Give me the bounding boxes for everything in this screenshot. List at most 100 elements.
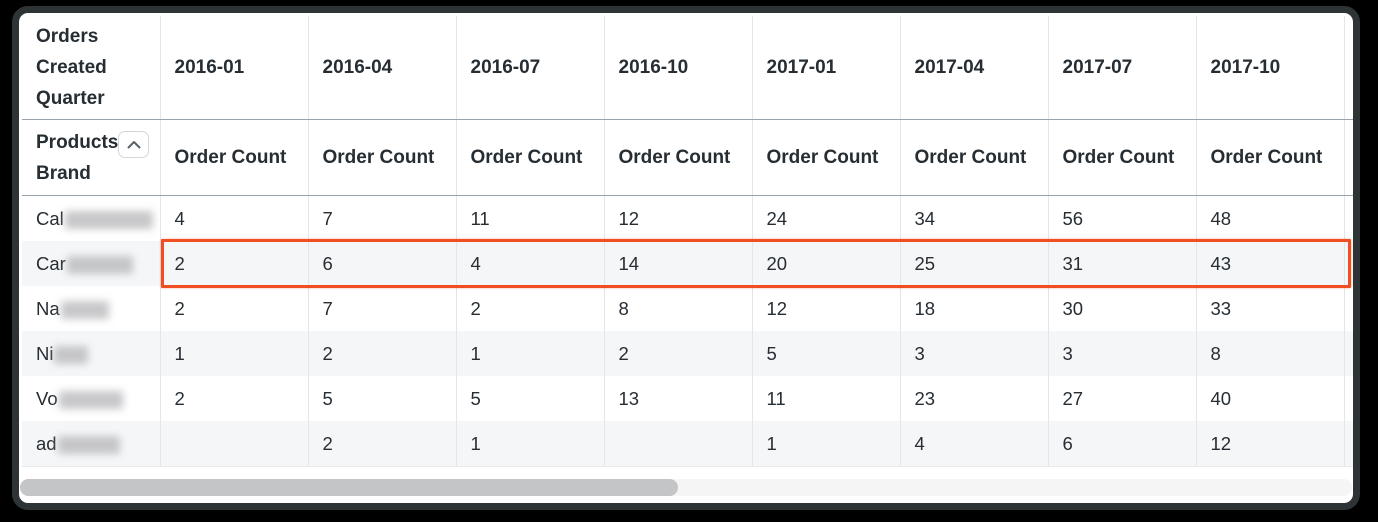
- quarter-header[interactable]: 2017-01: [752, 16, 901, 120]
- measure-header[interactable]: Order Count: [900, 119, 1049, 196]
- table-body: Cal 4 7 11 12 24 34 56 48 Car 2 6 4 14 20 25 31 43 Na 2 7 2 8 1…: [22, 195, 1353, 467]
- redacted-text: [64, 210, 153, 229]
- table-row: Na 2 7 2 8 12 18 30 33: [22, 286, 1353, 331]
- cell-order-count[interactable]: 13: [604, 376, 753, 421]
- cell-order-count[interactable]: 12: [1196, 421, 1345, 467]
- cell-order-count[interactable]: 1: [752, 421, 901, 467]
- cell-order-count[interactable]: 24: [752, 195, 901, 241]
- brand-prefix: Ni: [36, 342, 54, 364]
- cell-order-count[interactable]: 11: [456, 195, 605, 241]
- cell-order-count[interactable]: 4: [160, 195, 309, 241]
- cell-order-count[interactable]: 40: [1196, 376, 1345, 421]
- cell-order-count[interactable]: 5: [752, 331, 901, 376]
- cell-order-count[interactable]: 27: [1048, 376, 1197, 421]
- brand-prefix: Cal: [36, 207, 64, 229]
- cell-order-count[interactable]: 20: [752, 241, 901, 286]
- cell-order-count[interactable]: 2: [456, 286, 605, 331]
- cell-order-count[interactable]: 2: [160, 376, 309, 421]
- cell-order-count[interactable]: 5: [308, 376, 457, 421]
- cell-order-count[interactable]: 7: [308, 286, 457, 331]
- cell-order-count[interactable]: 14: [604, 241, 753, 286]
- quarter-header[interactable]: 2016-07: [456, 16, 605, 120]
- cell-clipped: [1344, 286, 1353, 331]
- cell-order-count[interactable]: 7: [308, 195, 457, 241]
- cell-order-count[interactable]: 5: [456, 376, 605, 421]
- measure-header-clipped: [1344, 119, 1353, 196]
- cell-order-count[interactable]: [160, 421, 309, 467]
- measure-header[interactable]: Order Count: [1048, 119, 1197, 196]
- cell-clipped: [1344, 331, 1353, 376]
- cell-order-count[interactable]: 6: [308, 241, 457, 286]
- brand-label[interactable]: Na: [22, 286, 161, 331]
- measure-header[interactable]: Order Count: [308, 119, 457, 196]
- quarter-header[interactable]: 2017-04: [900, 16, 1049, 120]
- cell-order-count[interactable]: 31: [1048, 241, 1197, 286]
- quarter-header[interactable]: 2017-10: [1196, 16, 1345, 120]
- cell-order-count[interactable]: 2: [308, 331, 457, 376]
- row-dimension-label: Products Brand: [36, 131, 119, 184]
- cell-order-count[interactable]: 2: [308, 421, 457, 467]
- horizontal-scrollbar-thumb[interactable]: [20, 479, 678, 496]
- chevron-up-icon[interactable]: [118, 131, 149, 158]
- quarter-header[interactable]: 2016-10: [604, 16, 753, 120]
- cell-order-count[interactable]: 43: [1196, 241, 1345, 286]
- row-dimension-header: Products Brand: [22, 119, 161, 196]
- measure-header[interactable]: Order Count: [160, 119, 309, 196]
- horizontal-scrollbar-track[interactable]: [20, 479, 1352, 496]
- measure-header[interactable]: Order Count: [456, 119, 605, 196]
- table-row: ad 2 1 1 4 6 12: [22, 421, 1353, 467]
- cell-order-count[interactable]: 4: [900, 421, 1049, 467]
- cell-clipped: [1344, 195, 1353, 241]
- cell-order-count[interactable]: 11: [752, 376, 901, 421]
- cell-order-count[interactable]: 1: [456, 421, 605, 467]
- table-row: Cal 4 7 11 12 24 34 56 48: [22, 195, 1353, 241]
- table-viewport: Orders Created Quarter 2016-01 2016-04 201…: [22, 16, 1353, 470]
- brand-prefix: ad: [36, 432, 57, 454]
- cell-order-count[interactable]: 1: [456, 331, 605, 376]
- quarter-header[interactable]: 2016-01: [160, 16, 309, 120]
- cell-order-count[interactable]: 4: [456, 241, 605, 286]
- cell-order-count[interactable]: 30: [1048, 286, 1197, 331]
- cell-order-count[interactable]: 8: [1196, 331, 1345, 376]
- cell-order-count[interactable]: 3: [900, 331, 1049, 376]
- table-row: Vo 2 5 5 13 11 23 27 40: [22, 376, 1353, 421]
- cell-clipped: [1344, 421, 1353, 467]
- redacted-text: [58, 390, 123, 409]
- cell-order-count[interactable]: 34: [900, 195, 1049, 241]
- quarter-header[interactable]: 2016-04: [308, 16, 457, 120]
- cell-order-count[interactable]: 8: [604, 286, 753, 331]
- brand-label[interactable]: Cal: [22, 195, 161, 241]
- brand-label[interactable]: Vo: [22, 376, 161, 421]
- brand-label[interactable]: Car: [22, 241, 161, 286]
- brand-label[interactable]: Ni: [22, 331, 161, 376]
- cell-order-count[interactable]: 33: [1196, 286, 1345, 331]
- redacted-text: [57, 435, 120, 454]
- cell-order-count[interactable]: 48: [1196, 195, 1345, 241]
- cell-order-count[interactable]: 18: [900, 286, 1049, 331]
- measure-header[interactable]: Order Count: [752, 119, 901, 196]
- cell-order-count[interactable]: 6: [1048, 421, 1197, 467]
- cell-order-count[interactable]: 23: [900, 376, 1049, 421]
- cell-order-count[interactable]: 25: [900, 241, 1049, 286]
- quarter-header[interactable]: 2017-07: [1048, 16, 1197, 120]
- measure-header[interactable]: Order Count: [1196, 119, 1345, 196]
- cell-order-count[interactable]: 56: [1048, 195, 1197, 241]
- pivot-table: Orders Created Quarter 2016-01 2016-04 201…: [22, 16, 1353, 467]
- cell-order-count[interactable]: 2: [160, 241, 309, 286]
- cell-order-count[interactable]: 2: [160, 286, 309, 331]
- brand-label[interactable]: ad: [22, 421, 161, 467]
- app-window: Orders Created Quarter 2016-01 2016-04 201…: [12, 6, 1360, 510]
- measure-header[interactable]: Order Count: [604, 119, 753, 196]
- cell-order-count[interactable]: 2: [604, 331, 753, 376]
- quarter-header-row: Orders Created Quarter 2016-01 2016-04 201…: [22, 16, 1353, 120]
- cell-order-count[interactable]: 12: [752, 286, 901, 331]
- cell-order-count[interactable]: 1: [160, 331, 309, 376]
- redacted-text: [60, 300, 109, 319]
- cell-order-count[interactable]: 12: [604, 195, 753, 241]
- corner-header: Orders Created Quarter: [22, 16, 161, 120]
- table-row: Car 2 6 4 14 20 25 31 43: [22, 241, 1353, 286]
- cell-order-count[interactable]: 3: [1048, 331, 1197, 376]
- measure-header-row: Products Brand Order Count Order Count Ord…: [22, 119, 1353, 196]
- cell-order-count[interactable]: [604, 421, 753, 467]
- cell-clipped: [1344, 376, 1353, 421]
